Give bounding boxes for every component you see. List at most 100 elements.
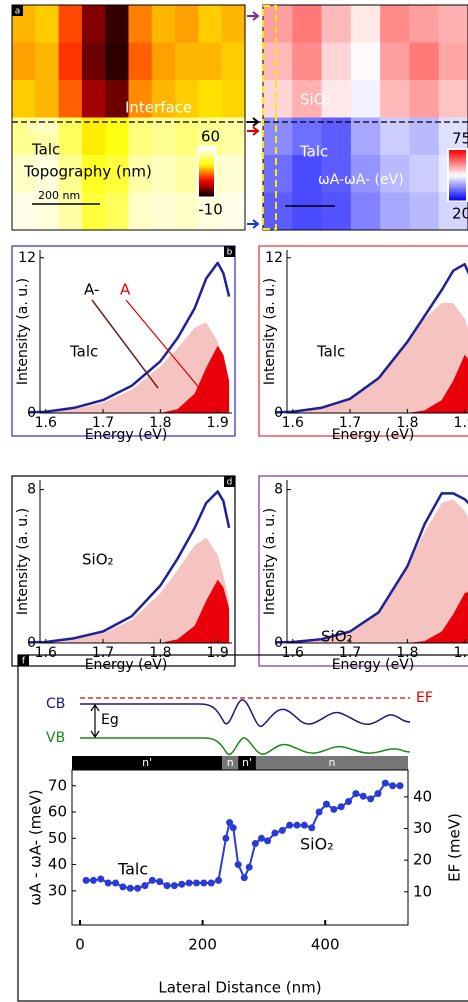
data-point [82,876,90,884]
colorbar-step [199,164,214,167]
y-tick-label: 50 [48,829,67,847]
heatmap-cell [380,117,410,156]
data-point [345,798,353,806]
heatmap-cell [292,117,323,156]
colorbar-step [199,172,214,175]
heatmap-cell [35,42,60,81]
band-label: EF [416,690,433,706]
x-tick-label: 1.8 [396,415,418,431]
x-tick-label: 1.6 [282,415,304,431]
data-point [330,805,338,813]
colorbar-step [449,195,466,199]
colorbar-step [199,156,214,159]
colorbar-step [199,150,214,153]
spectrum-line [28,490,231,644]
x-tick-label: 1.7 [339,415,361,431]
data-line [86,781,400,890]
heatmap-cell [35,192,60,231]
heatmap-cell [151,42,176,81]
data-point [226,819,234,827]
x-tick-label: 1.7 [92,645,114,661]
colorbar-step [199,160,214,163]
data-point [200,879,208,887]
heatmap-cell [438,5,468,43]
y2-tick-label: 30 [413,819,432,837]
x-tick-label: 1.8 [149,415,171,431]
heatmap-cell [221,80,246,118]
data-point [322,800,330,808]
panel-frame [11,475,236,667]
data-point [215,876,223,884]
heatmap-cell [350,192,381,231]
data-point [396,782,404,790]
x-tick-label: 1.8 [396,645,418,661]
colorbar-step [199,166,214,169]
region [238,756,256,770]
heatmap-cell [321,192,352,231]
annotation: Topography (nm) [23,163,152,181]
region [255,756,408,770]
band-label: Eg [101,712,119,728]
y-axis-label: Intensity (a. u.) [262,278,278,385]
panel-label: a [15,7,21,17]
panel-frame [258,245,468,437]
annotation: Talc [117,860,148,879]
heatmap-cell [128,155,153,193]
x-axis-label: Energy (eV) [85,657,168,673]
heatmap-cell [321,155,352,193]
heatmap-cell [58,155,83,193]
pointer [125,299,207,397]
x-tick-label: 1.6 [282,645,304,661]
annotation: SiO₂ [321,628,353,646]
spectrum-area [28,345,230,413]
panel-label-box [224,476,235,487]
heatmap-cell [292,80,323,118]
data-point [352,790,360,798]
colorbar-step [199,190,214,193]
heatmap-cell [409,117,440,156]
spectrum-line [275,492,468,644]
heatmap-cell [35,5,60,43]
heatmap-cell [350,80,381,118]
colorbar-step [449,164,466,168]
annotation: SiO₂ [26,118,60,137]
colorbar-step [449,154,466,157]
heatmap-cell [12,117,36,156]
heatmap-cell [58,80,83,118]
region [222,756,239,770]
x-tick-label: 1.6 [35,415,57,431]
line-cut [262,5,277,230]
pointer [91,299,159,389]
spectrum-line [275,262,468,414]
heatmap-cell [58,5,83,43]
y2-axis-label: EF (meV) [446,813,464,882]
data-point [293,821,301,829]
data-point [337,803,345,811]
data-point [367,795,375,803]
data-point [251,840,259,848]
heatmap-cell [380,155,410,193]
plot-frame [71,769,409,926]
conduction-band [80,699,411,727]
x-axis-label: Lateral Distance (nm) [158,979,321,997]
x-tick-label: 1.7 [339,645,361,661]
heatmap-cell [409,192,440,231]
band-label: CB [46,696,65,712]
heatmap-cell [350,42,381,81]
heatmap-cell [221,192,246,231]
spectrum-area [28,537,230,643]
heatmap-cell [12,155,36,193]
colorbar-step [199,154,214,157]
colorbar-step [449,177,466,180]
colorbar-step [199,152,214,155]
annotation: 200 nm [38,189,80,202]
heatmap-cell [175,80,199,118]
heatmap-cell [350,5,381,43]
heatmap-cell [221,5,246,43]
heatmap-cell [221,42,246,81]
arrow-black [247,117,260,127]
y-tick-label: 8 [274,482,283,498]
colorbar-tick-label: 60 [201,128,220,146]
data-point [192,879,200,887]
